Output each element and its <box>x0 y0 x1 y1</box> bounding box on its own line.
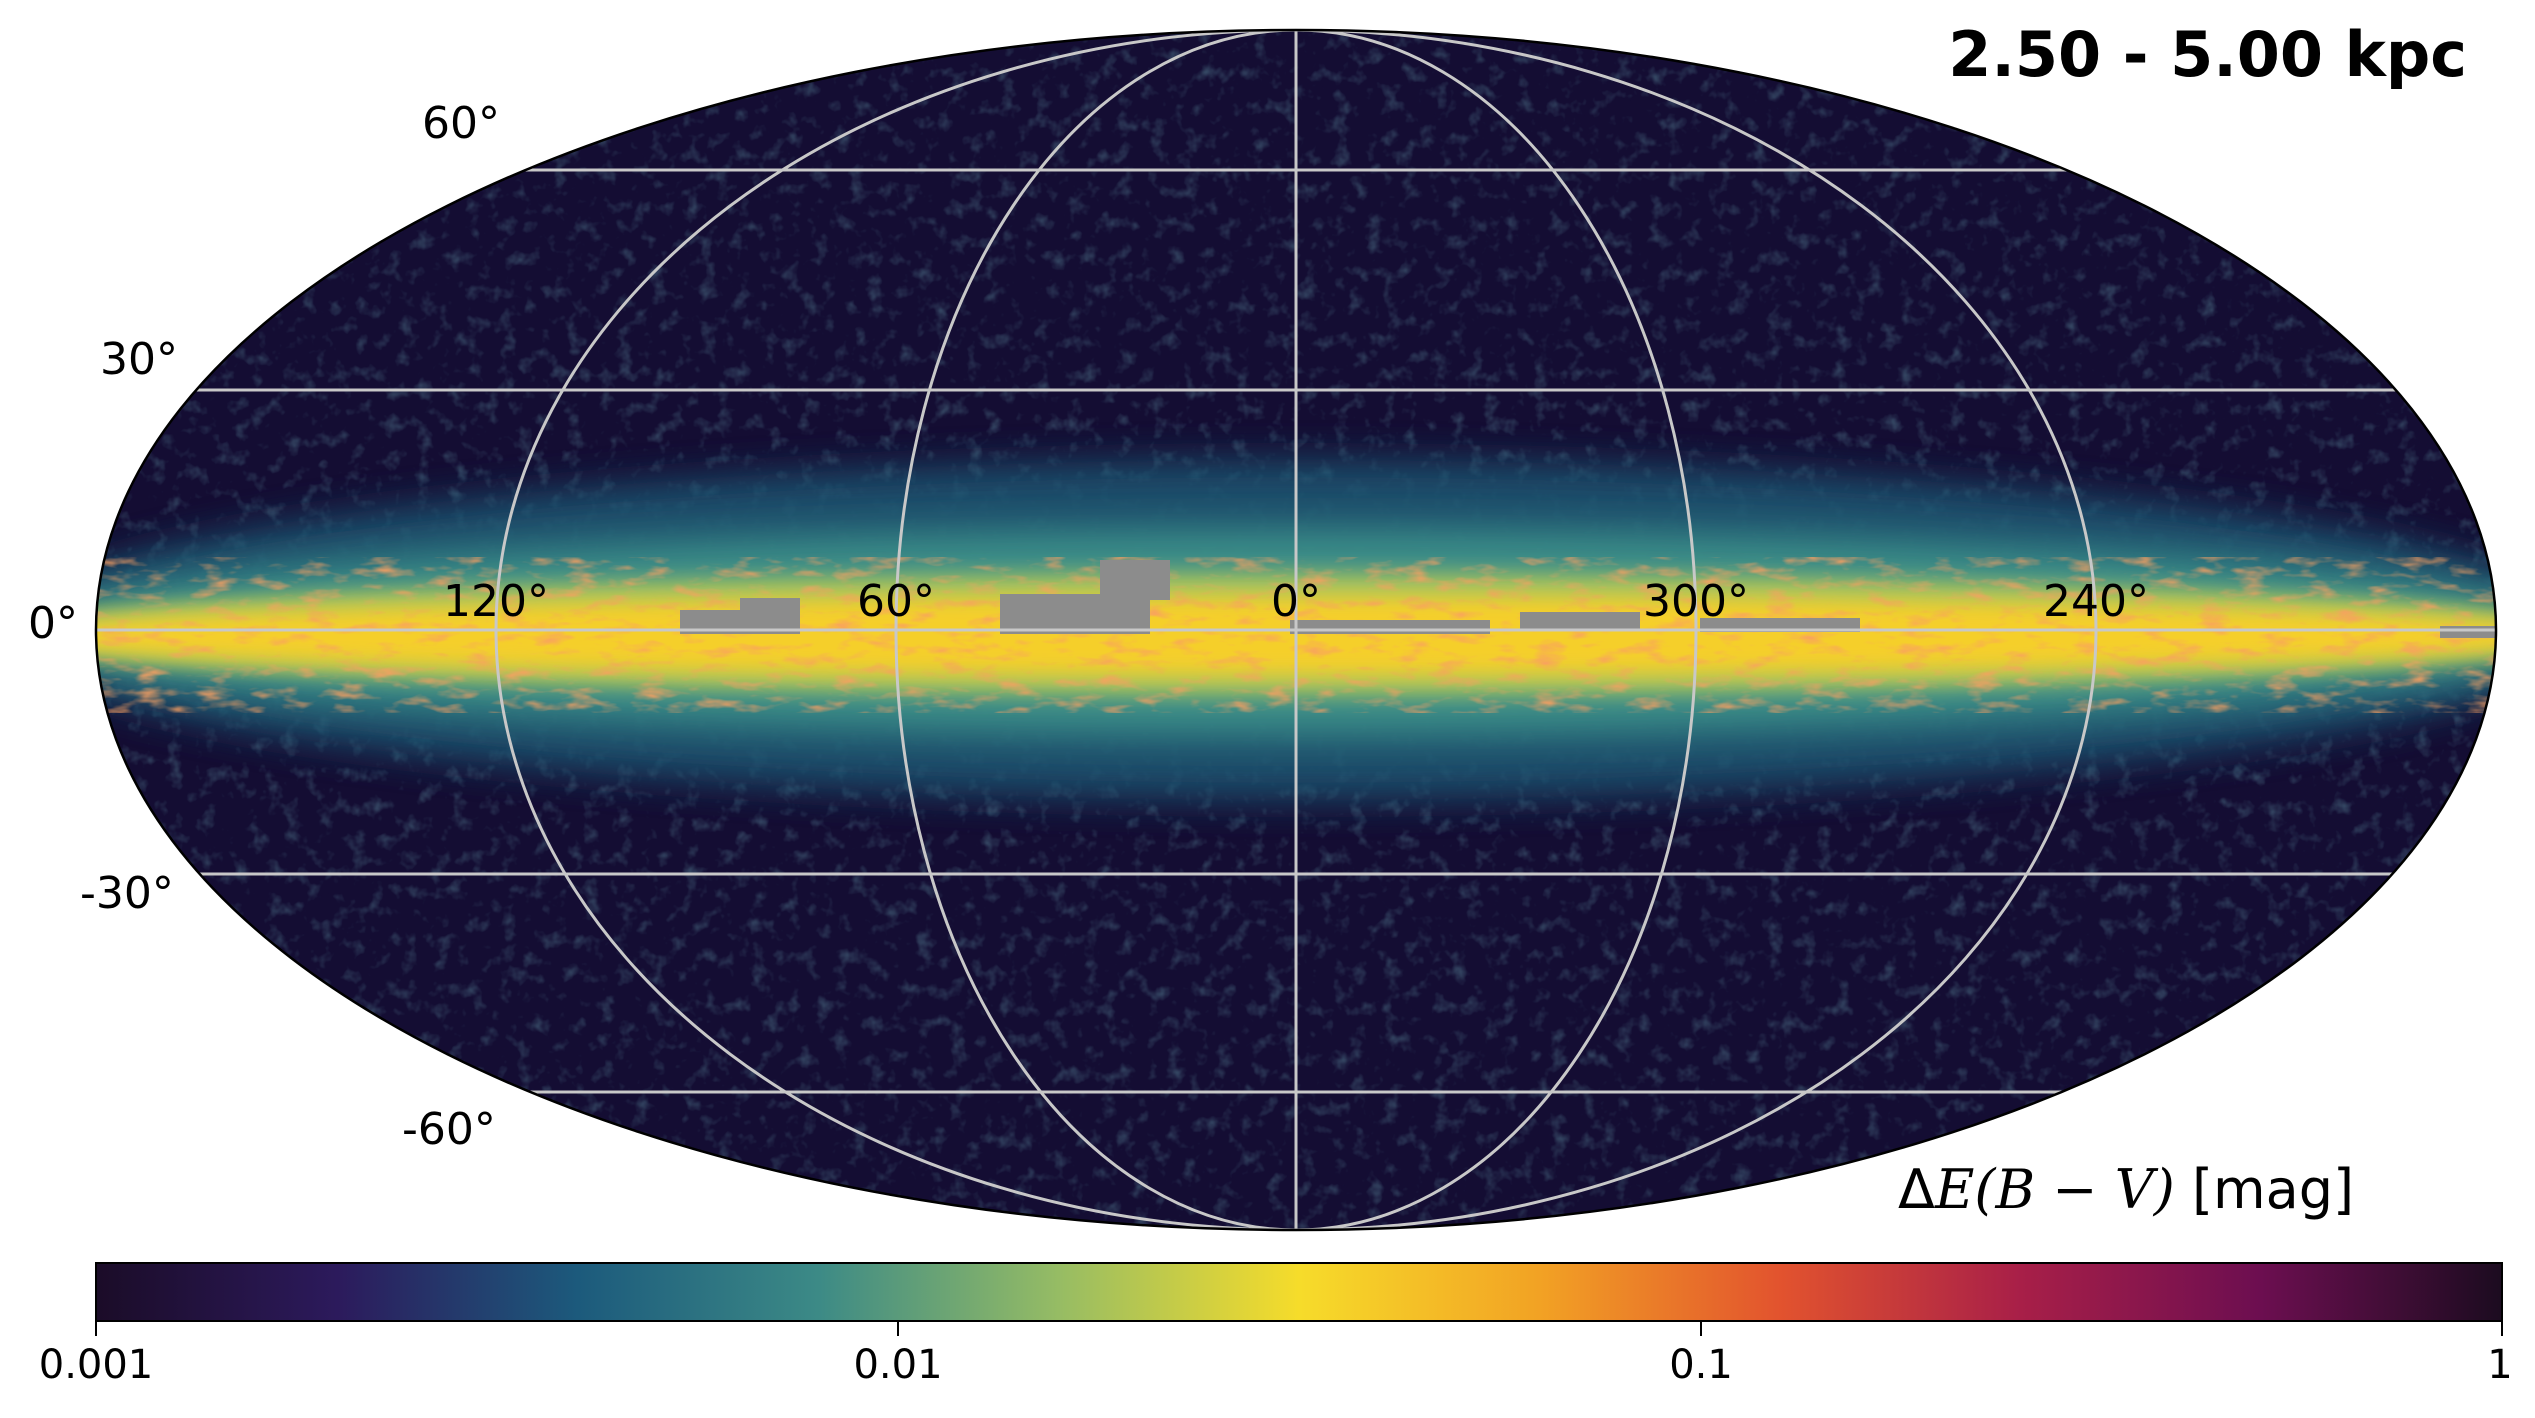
lon-label-0: 0° <box>1271 576 1321 627</box>
colorbar-tick-label-0001: 0.001 <box>38 1342 154 1388</box>
lat-label-30: 30° <box>100 334 178 385</box>
colorbar-tick <box>95 1322 97 1336</box>
lon-label-300: 300° <box>1643 576 1749 627</box>
lat-label-60: 60° <box>422 98 500 149</box>
colorbar-tick <box>897 1322 899 1336</box>
map-border <box>94 28 2498 1232</box>
lon-label-240: 240° <box>2043 576 2149 627</box>
lon-line-120 <box>494 30 2098 1230</box>
lon-label-60: 60° <box>857 576 935 627</box>
lat-label-0: 0° <box>28 598 78 649</box>
colorbar-tick <box>1700 1322 1702 1336</box>
lat-label-neg30: -30° <box>80 868 174 919</box>
colorbar <box>95 1262 2503 1322</box>
colorbar-tick <box>2501 1322 2503 1336</box>
colorbar-label: ΔE(B − V) [mag] <box>1898 1158 2355 1221</box>
lon-label-120: 120° <box>443 576 549 627</box>
lat-label-neg60: -60° <box>402 1104 496 1155</box>
distance-range-title: 2.50 - 5.00 kpc <box>1948 18 2467 91</box>
colorbar-tick-label-01: 0.1 <box>1669 1342 1733 1388</box>
colorbar-tick-label-1: 1 <box>2487 1342 2513 1388</box>
lon-line-60 <box>894 30 1698 1230</box>
colorbar-tick-label-001: 0.01 <box>853 1342 943 1388</box>
